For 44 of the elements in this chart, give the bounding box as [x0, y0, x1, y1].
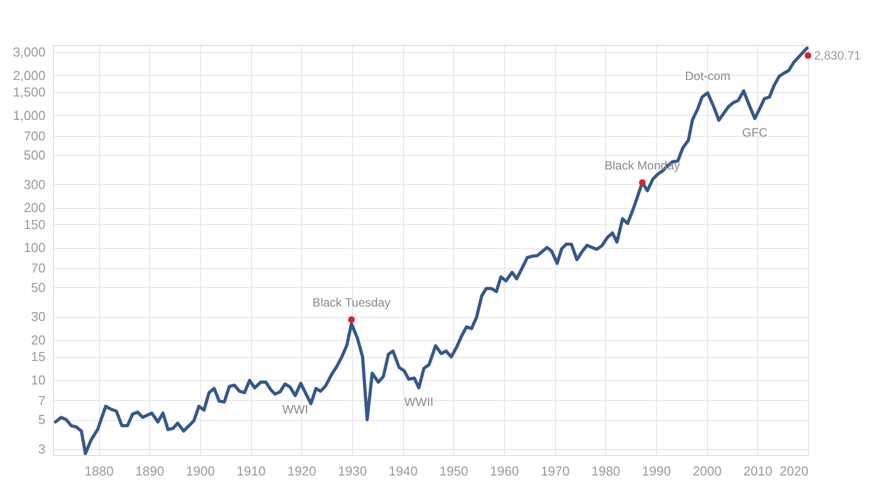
x-tick-label: 1950: [439, 464, 468, 478]
y-tick-label: 3: [38, 441, 46, 456]
y-tick-label: 500: [24, 148, 46, 163]
y-tick-label: 10: [31, 372, 46, 388]
x-tick-label: 1880: [84, 464, 114, 478]
point: [638, 179, 646, 186]
y-tick-label: 1,500: [12, 84, 46, 100]
y-tick-label: 30: [31, 309, 46, 324]
y-tick-label: 50: [31, 280, 46, 295]
y-tick-label: 70: [31, 260, 46, 276]
x-tick-label: 2010: [743, 464, 772, 478]
annotation: WWI: [282, 402, 308, 417]
x-tick-label: 1940: [388, 464, 418, 478]
line-series: [54, 46, 809, 456]
point: [804, 52, 812, 59]
x-tick-label: 1920: [287, 464, 316, 478]
x-tick-label: 1910: [236, 464, 266, 478]
y-tick-label: 7: [38, 392, 46, 408]
point: [348, 316, 355, 323]
y-tick-label: 300: [24, 176, 46, 192]
x-tick-label: 2000: [692, 464, 722, 478]
annotation: Dot-com: [685, 68, 730, 83]
x-tick-label: 1970: [540, 464, 570, 478]
y-tick-label: 150: [24, 216, 46, 232]
annotation: WWII: [404, 394, 434, 409]
x-tick-label: 1980: [591, 464, 620, 478]
x-tick-label: 1900: [186, 464, 215, 478]
x-tick-label: 1890: [135, 464, 164, 478]
y-tick-label: 700: [24, 128, 46, 144]
x-tick-label: 1990: [642, 464, 671, 478]
y-tick-label: 100: [24, 240, 46, 256]
y-tick-label: 1,000: [12, 108, 46, 123]
y-tick-label: 2,000: [12, 68, 46, 83]
y-tick-label: 5: [38, 412, 46, 428]
y-tick-label: 15: [31, 349, 46, 364]
data-label: 2,830.71: [814, 48, 862, 63]
x-tick-label: 1960: [490, 464, 519, 478]
y-tick-label: 20: [31, 332, 46, 348]
x-tick-label: 1930: [338, 464, 367, 478]
annotation: Black Tuesday: [312, 296, 390, 310]
y-tick-label: 200: [24, 200, 46, 216]
x-tick-label: 2020: [780, 464, 808, 478]
annotation: GFC: [742, 126, 768, 140]
y-tick-label: 3,000: [12, 44, 46, 60]
